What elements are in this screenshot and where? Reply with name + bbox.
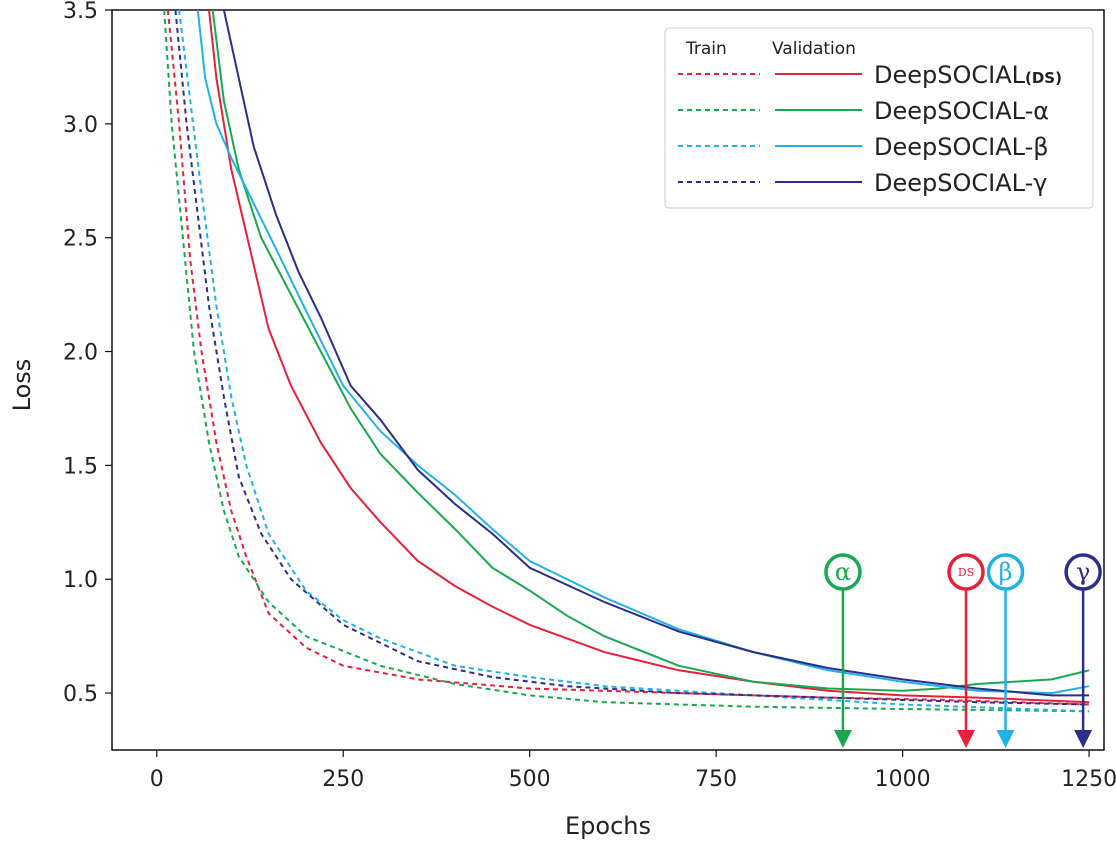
marker-label: α <box>835 558 851 586</box>
legend-validation-header: Validation <box>772 39 856 59</box>
convergence-marker-2: β <box>986 553 1025 748</box>
legend-train-header: Train <box>685 39 727 59</box>
series-layer <box>163 9 1090 713</box>
x-tick-label: 750 <box>695 767 737 792</box>
x-tick-label: 500 <box>509 767 551 792</box>
legend: Train Validation DeepSOCIAL(DS)DeepSOCIA… <box>664 27 1094 209</box>
annotation-layer: α DS β γ <box>824 553 1102 748</box>
series-train-line-2 <box>178 9 1090 713</box>
series-validation-line-0 <box>208 9 1090 704</box>
series-validation-line-2 <box>196 9 1090 695</box>
y-tick-label: 3.0 <box>63 113 98 138</box>
marker-label: γ <box>1076 558 1090 586</box>
legend-label: DeepSOCIAL-α <box>874 97 1049 125</box>
legend-label: DeepSOCIAL-β <box>874 133 1049 161</box>
y-tick-label: 1.5 <box>63 454 98 479</box>
x-axis-title: Epochs <box>565 812 651 840</box>
legend-label: DeepSOCIAL-γ <box>874 169 1047 197</box>
x-tick-label: 1000 <box>875 767 931 792</box>
convergence-marker-0: α <box>824 553 862 748</box>
series-validation-line-3 <box>222 9 1090 697</box>
y-tick-label: 2.5 <box>63 227 98 252</box>
x-tick-label: 0 <box>150 767 164 792</box>
convergence-marker-1: DS <box>947 553 985 748</box>
series-train-line-1 <box>163 9 1090 713</box>
x-tick-label: 250 <box>322 767 364 792</box>
y-tick-label: 1.0 <box>63 568 98 593</box>
marker-label: DS <box>958 566 974 579</box>
plot-frame <box>111 9 1105 751</box>
series-validation-line-1 <box>211 9 1090 692</box>
y-axis-title: Loss <box>8 359 36 412</box>
series-train-line-3 <box>174 9 1090 706</box>
legend-box <box>664 27 1094 209</box>
marker-label: β <box>999 558 1013 586</box>
x-axis: 0 250 500 750 1000 1250 <box>150 750 1116 792</box>
y-tick-label: 2.0 <box>63 341 98 366</box>
y-tick-label: 0.5 <box>63 682 98 707</box>
x-tick-label: 1250 <box>1061 767 1116 792</box>
y-axis: 0.5 1.0 1.5 2.0 2.5 3.0 3.5 <box>63 0 112 707</box>
y-tick-label: 3.5 <box>63 0 98 24</box>
series-train-line-0 <box>166 9 1090 706</box>
convergence-marker-3: γ <box>1064 553 1102 748</box>
